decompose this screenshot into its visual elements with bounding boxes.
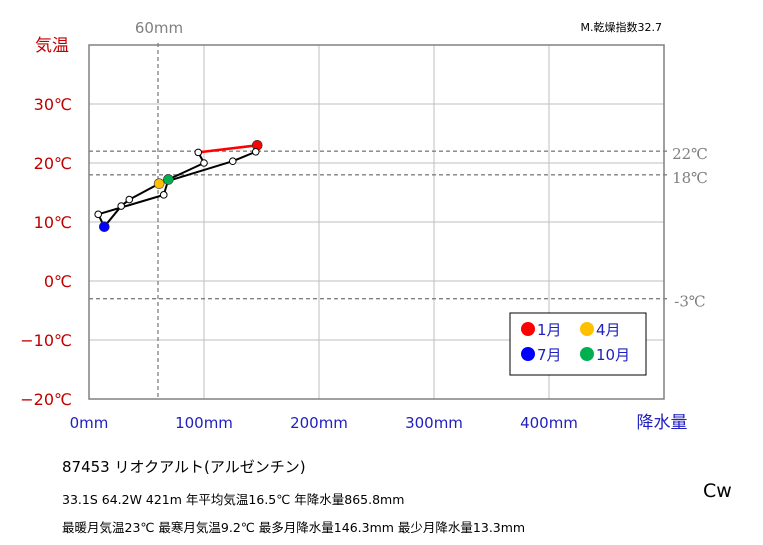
legend-label: 4月: [596, 321, 621, 339]
temp-tick-label: −20℃: [20, 390, 72, 409]
station-stats-line-1: 33.1S 64.2W 421m 年平均気温16.5℃ 年降水量865.8mm: [62, 492, 405, 507]
series-segment: [167, 162, 205, 181]
precip-tick-label: 300mm: [405, 414, 463, 432]
reference-lines: 22℃ 18℃ -3℃: [89, 43, 708, 399]
station-stats-line-2: 最暖月気温23℃ 最寒月気温9.2℃ 最多月降水量146.3mm 最少月降水量1…: [62, 520, 526, 535]
precip-tick-label: 400mm: [520, 414, 578, 432]
temp-axis-title: 気温: [35, 36, 69, 56]
temp-tick-label: 20℃: [34, 154, 72, 173]
data-point-month-9: [159, 191, 168, 199]
station-name: 87453 リオクアルト(アルゼンチン): [62, 458, 306, 476]
legend-marker: [580, 322, 594, 336]
data-point-month-7: [98, 221, 110, 233]
reference-line-label: 18℃: [672, 169, 708, 187]
legend-label: 10月: [596, 346, 630, 364]
data-point-month-2: [251, 147, 260, 156]
data-point-month-10: [163, 174, 174, 185]
legend-label: 7月: [537, 346, 562, 364]
reference-line-label: 22℃: [672, 145, 708, 163]
data-point-month-8: [94, 210, 102, 219]
monthly-series: [94, 140, 263, 233]
legend-marker: [521, 322, 535, 336]
legend-label: 1月: [537, 321, 562, 339]
dryness-index-label: M.乾燥指数32.7: [581, 20, 662, 34]
axis-tick-labels: 30℃ 20℃ 10℃ 0℃ −10℃ −20℃ 0mm 100mm 200mm 300mm 400…: [20, 95, 578, 432]
data-point-month-5: [125, 195, 134, 204]
legend-marker: [521, 347, 535, 361]
data-point-month-12: [194, 148, 203, 157]
temp-tick-label: 0℃: [44, 272, 72, 291]
series-segment: [232, 150, 257, 163]
climate-class: Cw: [703, 480, 732, 502]
temp-tick-label: 10℃: [34, 213, 72, 232]
data-point-month-11: [200, 159, 208, 167]
series-segment: [128, 182, 160, 201]
legend-box: [509, 312, 647, 376]
series-segment: [97, 193, 165, 216]
data-point-month-6: [117, 202, 125, 210]
top-marker-label: 60mm: [135, 19, 183, 37]
legend-marker: [580, 347, 594, 361]
series-segment-dec-jan: [198, 144, 258, 154]
temp-tick-label: −10℃: [20, 331, 72, 350]
precip-tick-label: 200mm: [290, 414, 348, 432]
precip-tick-label: 100mm: [175, 414, 233, 432]
precip-axis-title: 降水量: [637, 413, 688, 433]
plot-frame: [88, 44, 665, 400]
legend: 1月 4月 7月 10月: [509, 312, 647, 376]
reference-line-label: -3℃: [674, 293, 705, 311]
precip-tick-label: 0mm: [70, 414, 109, 432]
temp-tick-label: 30℃: [34, 95, 72, 114]
data-point-month-3: [228, 157, 237, 166]
data-point-month-4: [153, 178, 165, 189]
